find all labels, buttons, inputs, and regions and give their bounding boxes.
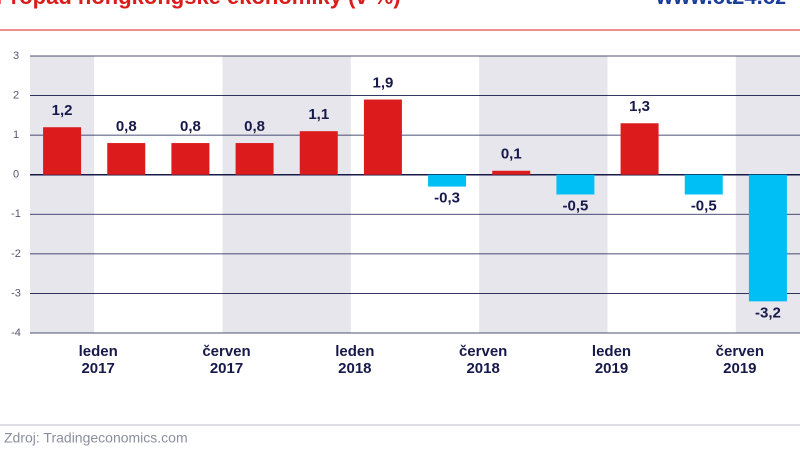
y-tick-label: 3 (13, 50, 19, 62)
bar (43, 127, 82, 175)
value-label: 1,2 (52, 102, 73, 119)
value-label: 0,8 (116, 118, 137, 135)
bar (556, 174, 595, 195)
x-tick-label: červen 2019 (715, 343, 765, 377)
value-label: 0,8 (244, 118, 265, 135)
bar (748, 174, 787, 302)
x-tick-label: leden 2019 (591, 343, 632, 377)
y-tick-label: 0 (13, 169, 19, 181)
value-label: 1,9 (372, 74, 393, 91)
bar (171, 143, 210, 175)
site-label: www.ct24.cz (655, 0, 786, 9)
bar (684, 174, 723, 195)
shade-band (222, 56, 351, 333)
bar (107, 143, 146, 175)
value-label: -0,5 (562, 197, 588, 214)
bar (235, 143, 274, 175)
source: Zdroj: Tradingeconomics.com (4, 430, 188, 446)
x-tick-label: leden 2018 (335, 343, 375, 377)
shade-band (30, 56, 95, 333)
x-tick-label: leden 2017 (78, 343, 118, 377)
x-tick-label: červen 2017 (202, 343, 251, 377)
value-label: 1,1 (308, 106, 329, 123)
y-tick-label: 1 (13, 129, 19, 141)
bar (620, 123, 659, 175)
y-tick-label: -4 (11, 327, 21, 339)
value-label: 1,3 (629, 98, 650, 115)
chart-title: Propad hongkongské ekonomiky (v %) (0, 0, 401, 9)
value-label: 0,8 (180, 118, 201, 135)
value-label: -3,2 (755, 304, 781, 321)
y-tick-label: -3 (11, 287, 21, 299)
value-label: 0,1 (501, 146, 522, 163)
bar (492, 170, 531, 175)
y-tick-label: 2 (13, 89, 19, 101)
y-tick-label: -1 (11, 208, 21, 220)
bar (428, 174, 467, 187)
value-label: -0,5 (691, 197, 717, 214)
y-tick-label: -2 (11, 248, 21, 260)
bar (363, 99, 402, 175)
value-label: -0,3 (434, 190, 460, 207)
bar (299, 131, 338, 175)
x-tick-label: červen 2018 (458, 343, 508, 377)
